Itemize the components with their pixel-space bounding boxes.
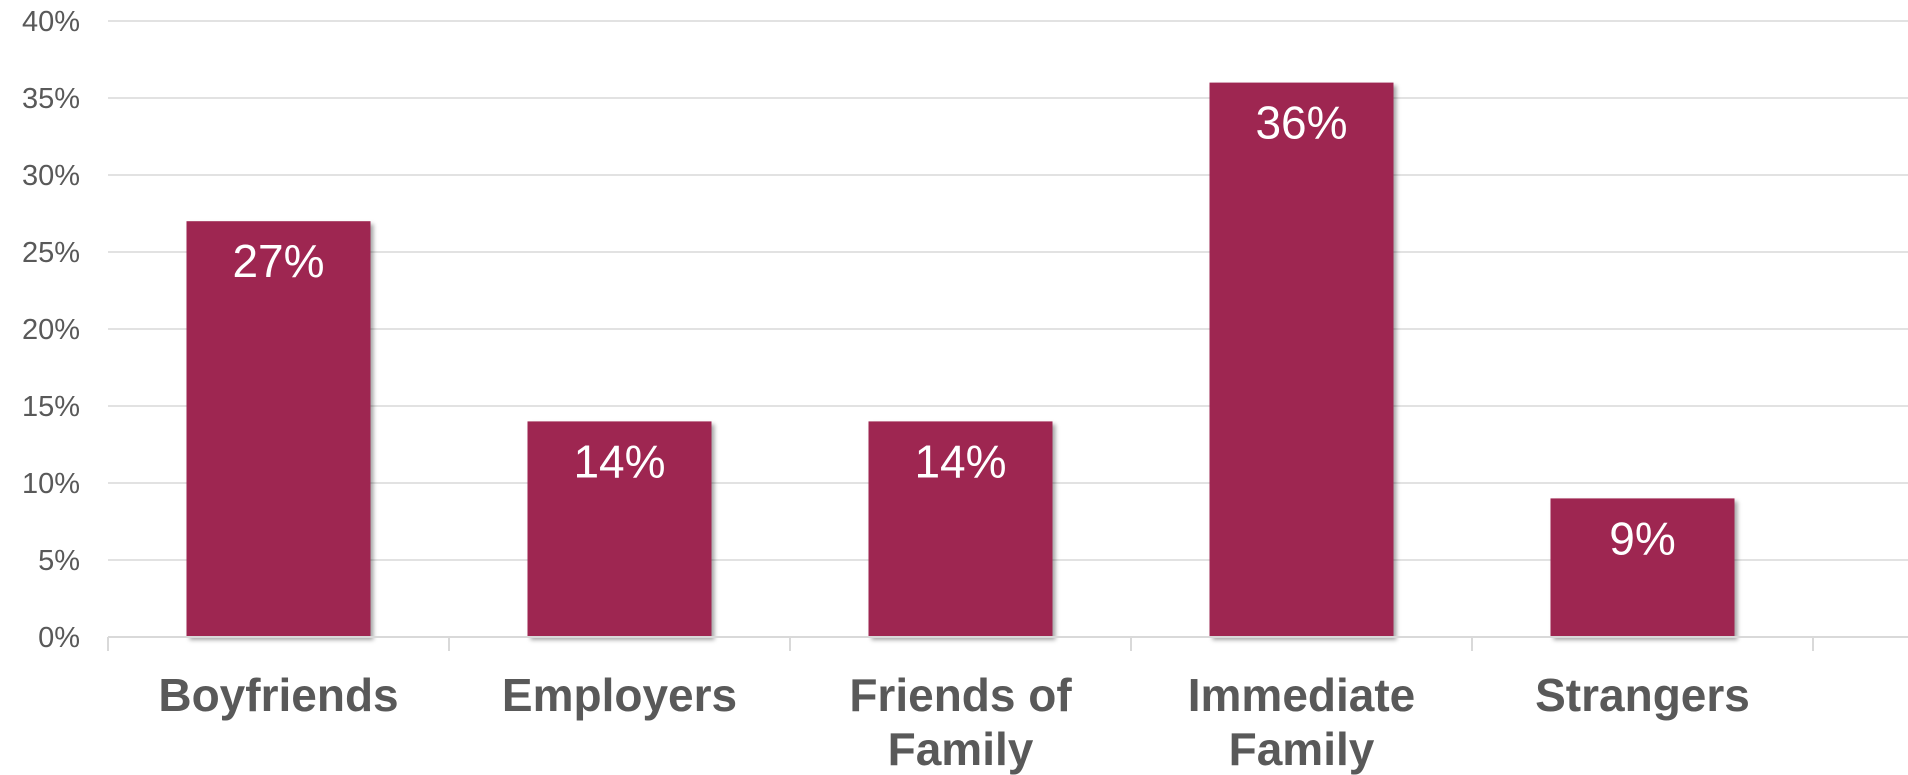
bar <box>1209 82 1394 638</box>
gridlines <box>108 20 1908 561</box>
x-tick-label: Family <box>888 723 1034 775</box>
x-axis-tick-labels: Boyfriends Employers Friends ofFamilyImmed… <box>158 669 1750 775</box>
data-label: 14% <box>573 435 665 487</box>
x-axis <box>107 636 1908 651</box>
x-tick-label: Friends of <box>849 669 1072 721</box>
x-tick-label: Boyfriends <box>158 669 398 721</box>
data-label: 36% <box>1255 97 1347 149</box>
y-tick-label: 20% <box>22 314 80 346</box>
y-tick-label: 0% <box>38 622 80 654</box>
x-tick-label: Immediate <box>1188 669 1416 721</box>
bar <box>186 221 371 637</box>
y-tick-label: 5% <box>38 545 80 577</box>
x-tick-label: Family <box>1229 723 1375 775</box>
y-axis-tick-labels: 0% 5% 10% 15% 20% 25% 30% 35% 40% <box>22 6 80 654</box>
bar <box>868 421 1053 637</box>
y-tick-label: 30% <box>22 160 80 192</box>
data-label: 9% <box>1609 512 1675 564</box>
bars <box>186 82 1735 638</box>
y-tick-label: 10% <box>22 468 80 500</box>
bar <box>1550 498 1735 637</box>
y-tick-label: 40% <box>22 6 80 38</box>
bar <box>527 421 712 637</box>
x-tick-label: Employers <box>502 669 737 721</box>
y-tick-label: 35% <box>22 83 80 115</box>
data-labels: 27% 14% 14% 36% 9% <box>232 97 1675 565</box>
x-tick-label: Strangers <box>1535 669 1750 721</box>
y-tick-label: 25% <box>22 237 80 269</box>
data-label: 27% <box>232 235 324 287</box>
data-label: 14% <box>914 435 1006 487</box>
y-tick-label: 15% <box>22 391 80 423</box>
